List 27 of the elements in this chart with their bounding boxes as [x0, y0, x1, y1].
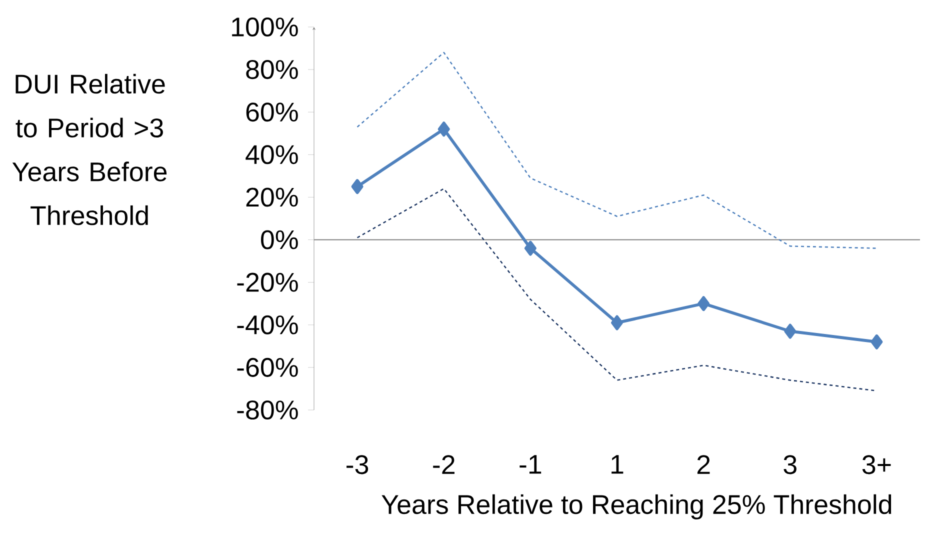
y-tick-label: -80%: [237, 400, 298, 420]
y-tick-label: -40%: [237, 315, 298, 334]
point: [870, 334, 883, 350]
point: [784, 324, 796, 339]
x-tick-label: 3+: [862, 455, 891, 474]
y-tick-label: 80%: [246, 60, 298, 80]
y-tick-label: -20%: [237, 272, 298, 292]
x-tick-label: -2: [433, 455, 454, 474]
point: [698, 296, 710, 312]
x-tick-label: -1: [520, 455, 542, 474]
y-tick-label: 0%: [261, 230, 298, 250]
point: [438, 122, 450, 137]
y-tick-label: 100%: [232, 17, 298, 37]
y-axis-title: DUI Relative to Period >3 Years Before Threshold: [12, 74, 167, 226]
point: [524, 240, 536, 256]
x-tick-label: 3: [784, 455, 796, 474]
y-tick-label: 20%: [246, 188, 298, 207]
x-tick-label: -3: [346, 455, 368, 474]
point: [611, 315, 623, 330]
x-axis-title: Years Relative to Reaching 25% Threshold: [382, 494, 892, 520]
line-series: [356, 52, 878, 249]
y-tick-label: 60%: [246, 102, 298, 122]
y-tick-label: -60%: [237, 358, 298, 377]
point: [351, 179, 364, 194]
y-tick-label: 40%: [246, 145, 298, 164]
x-tick-label: 2: [697, 455, 710, 474]
x-tick-label: 1: [612, 455, 624, 474]
